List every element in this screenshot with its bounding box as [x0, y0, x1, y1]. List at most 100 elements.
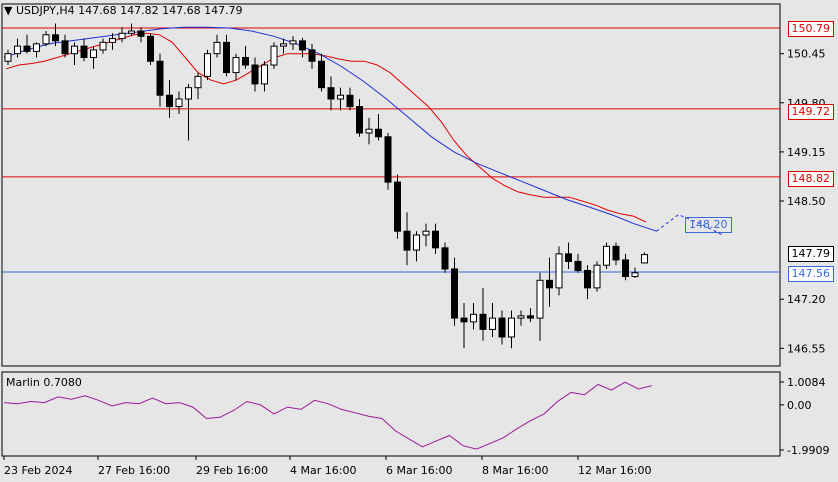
- x-tick-label: 6 Mar 16:00: [386, 464, 452, 477]
- candle-body: [194, 75, 202, 89]
- candle-body: [555, 253, 563, 289]
- ma-forecast-label: 148.20: [685, 217, 732, 233]
- candle-body: [565, 253, 572, 262]
- y-tick-label: 148.50: [787, 195, 826, 208]
- candle-body: [451, 268, 458, 319]
- y-tick-label: 150.45: [787, 48, 826, 61]
- candle-body: [23, 45, 31, 52]
- candle-body: [175, 98, 183, 108]
- price-label-150.79: 150.79: [787, 21, 834, 37]
- candle-body: [204, 53, 211, 77]
- candle-body: [270, 45, 278, 66]
- candle-body: [375, 128, 382, 138]
- candle-body: [384, 136, 392, 183]
- indicator-panel: 1.0084 0.00 -1.9909: [1, 371, 829, 457]
- candle-body: [289, 40, 297, 45]
- candle-body: [166, 94, 173, 108]
- candle-body: [242, 56, 249, 66]
- candle-body: [327, 87, 335, 100]
- candle-body: [128, 30, 135, 34]
- price-label-147.56: 147.56: [787, 266, 834, 282]
- chart-header: ▼ USDJPY,H4 147.68 147.82 147.68 147.79: [4, 4, 243, 17]
- candle-body: [71, 45, 78, 55]
- candle-body: [223, 41, 230, 74]
- candle-body: [356, 106, 363, 134]
- candle-body: [593, 264, 601, 289]
- ind-y-tick-label: 0.00: [787, 399, 812, 412]
- candle-body: [574, 260, 582, 271]
- candle-body: [546, 279, 553, 289]
- candle-body: [584, 269, 591, 289]
- candle-body: [14, 45, 21, 55]
- ind-y-tick-label: 1.0084: [787, 376, 826, 389]
- candle-body: [631, 272, 639, 278]
- candle-body: [308, 49, 316, 62]
- candle-body: [365, 128, 373, 134]
- candle-body: [147, 35, 154, 62]
- candle-body: [470, 313, 477, 323]
- y-tick-label: 149.15: [787, 146, 826, 159]
- candle-body: [612, 245, 620, 261]
- candle-body: [403, 230, 411, 251]
- candle-body: [80, 45, 88, 58]
- x-tick-label: 12 Mar 16:00: [578, 464, 651, 477]
- y-tick-label: 146.55: [787, 342, 826, 355]
- candle-body: [99, 41, 107, 51]
- candle-body: [498, 317, 506, 338]
- candle-body: [337, 94, 344, 100]
- candle-body: [489, 317, 496, 330]
- candle-body: [90, 49, 97, 58]
- candle-body: [118, 32, 126, 40]
- x-tick-label: 27 Feb 16:00: [98, 464, 170, 477]
- indicator-label: Marlin 0.7080: [6, 376, 82, 389]
- x-tick-label: 4 Mar 16:00: [290, 464, 356, 477]
- current-price-label: 147.79: [787, 246, 834, 262]
- candle-body: [137, 30, 145, 37]
- candle-body: [251, 64, 259, 85]
- time-axis: 23 Feb 2024 27 Feb 16:00 29 Feb 16:00 4 Mar…: [3, 456, 651, 477]
- candle-body: [603, 245, 610, 266]
- candle-body: [185, 87, 192, 100]
- candle-body: [536, 279, 544, 319]
- candle-body: [432, 230, 439, 249]
- candle-body: [517, 315, 525, 319]
- candle-body: [318, 60, 325, 89]
- ind-y-tick-label: -1.9909: [787, 444, 829, 457]
- candle-body: [299, 40, 306, 51]
- symbol-label: USDJPY,H4: [15, 4, 75, 17]
- y-tick-label: 147.20: [787, 293, 826, 306]
- ma-red-line: [5, 32, 647, 223]
- price-label-148.82: 148.82: [787, 171, 834, 187]
- candle-body: [52, 34, 59, 42]
- candle-body: [422, 230, 430, 236]
- x-tick-label: 8 Mar 16:00: [482, 464, 548, 477]
- candle-body: [232, 56, 240, 74]
- ohlc-values: 147.68 147.82 147.68 147.79: [78, 4, 243, 17]
- collapse-arrow-icon[interactable]: ▼: [4, 4, 13, 17]
- candle-body: [394, 181, 401, 232]
- ma-blue-forecast: [656, 214, 723, 236]
- candle-body: [156, 60, 164, 96]
- candle-body: [109, 38, 116, 43]
- candle-body: [346, 94, 354, 108]
- x-tick-label: 23 Feb 2024: [4, 464, 72, 477]
- candle-body: [61, 40, 69, 55]
- candle-body: [527, 315, 534, 319]
- candle-body: [413, 234, 420, 251]
- x-tick-label: 29 Feb 16:00: [196, 464, 268, 477]
- indicator-panel-frame: [1, 371, 781, 457]
- candle-body: [641, 254, 648, 264]
- marlin-line: [3, 381, 653, 450]
- candle-body: [622, 259, 629, 278]
- candle-body: [33, 43, 40, 52]
- candle-body: [261, 64, 268, 85]
- candle-body: [213, 41, 221, 55]
- price-panel-frame: [1, 3, 781, 367]
- candle-body: [441, 247, 449, 270]
- candle-body: [479, 313, 487, 330]
- ma-blue-line: [3, 26, 657, 232]
- candle-body: [508, 317, 515, 338]
- candle-body: [42, 34, 50, 45]
